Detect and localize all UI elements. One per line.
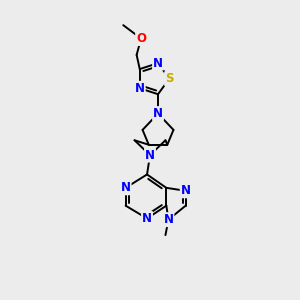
Text: N: N [153, 107, 163, 120]
Text: N: N [181, 184, 191, 197]
Text: N: N [145, 148, 155, 162]
Text: N: N [135, 82, 145, 95]
Text: N: N [164, 213, 173, 226]
Text: N: N [121, 181, 130, 194]
Text: S: S [165, 72, 174, 85]
Text: N: N [153, 57, 163, 70]
Text: N: N [142, 212, 152, 225]
Text: O: O [136, 32, 146, 45]
